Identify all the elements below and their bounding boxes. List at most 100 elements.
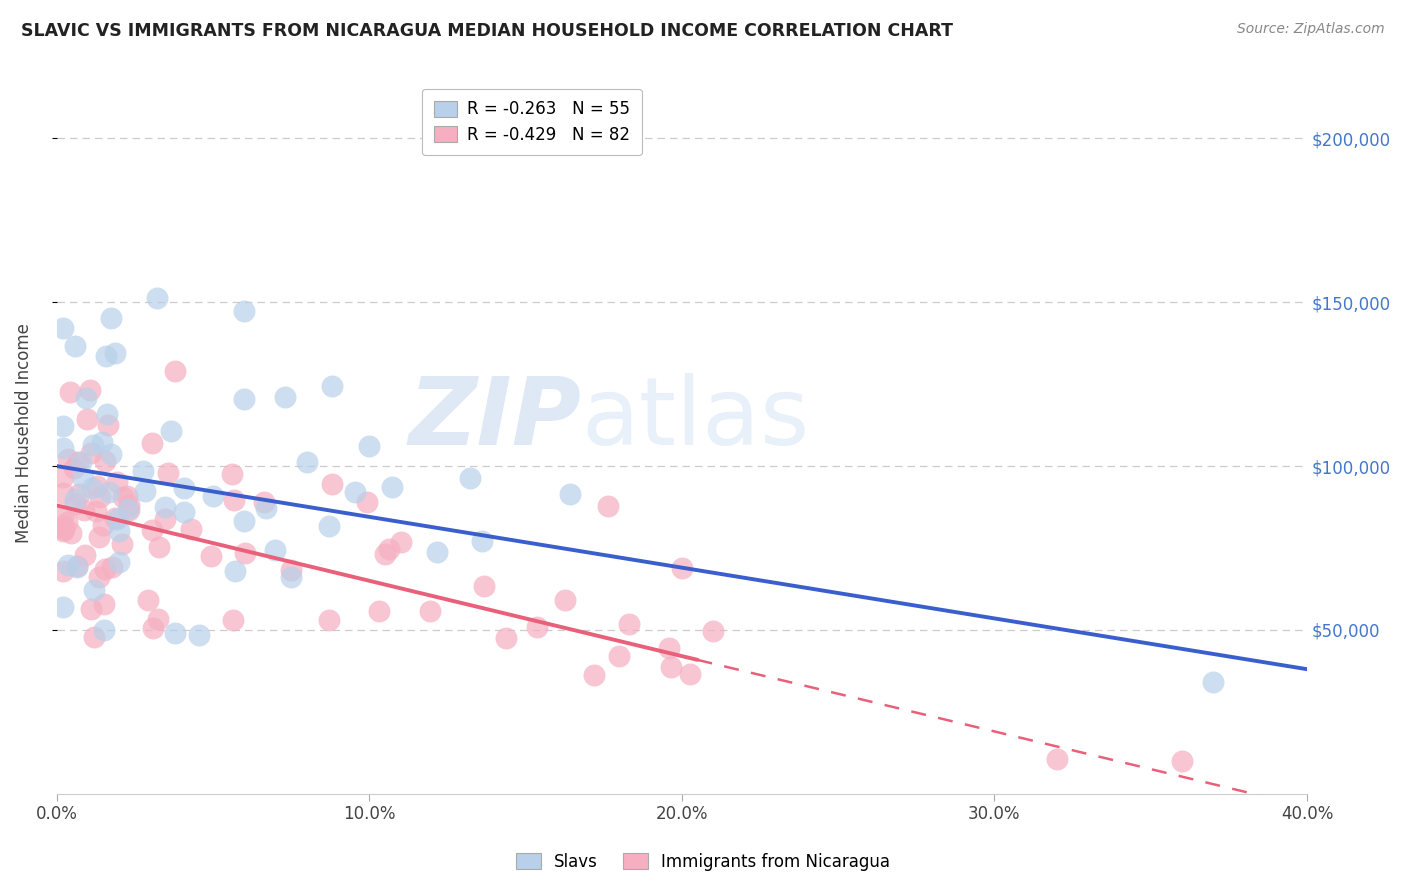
Point (67, 487, 90, 501)
Point (173, 481, 195, 495)
Point (153, 500, 176, 514)
Point (221, 613, 243, 627)
Point (617, 616, 640, 631)
Point (224, 564, 246, 578)
Point (233, 392, 256, 406)
Point (356, 495, 378, 509)
Point (84, 504, 107, 518)
Point (222, 493, 245, 508)
Point (79, 384, 101, 398)
Point (318, 613, 340, 627)
Point (59, 526, 82, 541)
Point (1046, 752, 1069, 766)
Point (105, 475, 128, 489)
Point (56, 451, 79, 466)
Point (419, 604, 441, 618)
Point (132, 464, 155, 478)
Point (679, 666, 702, 681)
Point (63, 498, 86, 512)
Point (90, 435, 112, 450)
Point (52, 522, 75, 536)
Text: atlas: atlas (582, 373, 810, 465)
Point (97, 417, 120, 432)
Point (134, 484, 156, 499)
Point (52, 419, 75, 434)
Point (458, 471, 481, 485)
Point (65, 492, 87, 507)
Point (96, 407, 118, 421)
Point (87, 530, 110, 544)
Point (93, 623, 115, 637)
Point (86, 479, 108, 493)
Point (82, 481, 104, 495)
Point (526, 620, 548, 634)
Point (70, 455, 93, 469)
Point (52, 321, 75, 335)
Point (264, 543, 287, 558)
Point (359, 439, 381, 453)
Point (136, 593, 159, 607)
Point (321, 477, 343, 491)
Point (83, 582, 105, 597)
Point (66, 559, 89, 574)
Point (321, 378, 343, 392)
Point (273, 390, 295, 404)
Point (233, 304, 256, 318)
Point (89, 490, 111, 504)
Point (221, 467, 243, 482)
Point (1202, 675, 1225, 690)
Point (165, 364, 187, 378)
Point (1171, 754, 1194, 768)
Point (53, 519, 76, 533)
Point (157, 466, 180, 480)
Point (53, 523, 76, 537)
Point (142, 621, 165, 635)
Point (187, 628, 209, 642)
Point (582, 668, 605, 682)
Point (160, 424, 183, 438)
Point (107, 555, 129, 569)
Point (200, 549, 222, 563)
Text: SLAVIC VS IMMIGRANTS FROM NICARAGUA MEDIAN HOUSEHOLD INCOME CORRELATION CHART: SLAVIC VS IMMIGRANTS FROM NICARAGUA MEDI… (21, 22, 953, 40)
Point (173, 505, 195, 519)
Point (82, 438, 104, 452)
Point (104, 511, 127, 525)
Point (83, 630, 105, 644)
Point (343, 485, 366, 500)
Point (554, 592, 576, 607)
Point (52, 486, 75, 500)
Point (98, 485, 121, 500)
Point (52, 441, 75, 455)
Point (94, 562, 117, 576)
Point (94, 349, 117, 363)
Point (253, 494, 276, 508)
Point (378, 541, 401, 556)
Point (368, 604, 391, 618)
Point (607, 648, 630, 663)
Point (52, 524, 75, 538)
Point (163, 626, 186, 640)
Point (101, 560, 124, 574)
Point (112, 490, 135, 504)
Point (66, 455, 89, 469)
Point (87, 570, 110, 584)
Point (201, 489, 224, 503)
Point (62, 460, 84, 475)
Point (59, 384, 82, 399)
Point (146, 612, 169, 626)
Point (381, 479, 404, 493)
Point (671, 560, 693, 574)
Point (180, 522, 202, 536)
Point (297, 455, 319, 469)
Text: ZIP: ZIP (409, 373, 582, 465)
Point (117, 489, 139, 503)
Point (558, 487, 581, 501)
Point (66, 560, 89, 574)
Point (472, 578, 495, 592)
Point (373, 547, 395, 561)
Point (495, 631, 517, 645)
Point (56, 558, 79, 572)
Point (233, 546, 256, 560)
Point (153, 512, 176, 526)
Point (146, 291, 169, 305)
